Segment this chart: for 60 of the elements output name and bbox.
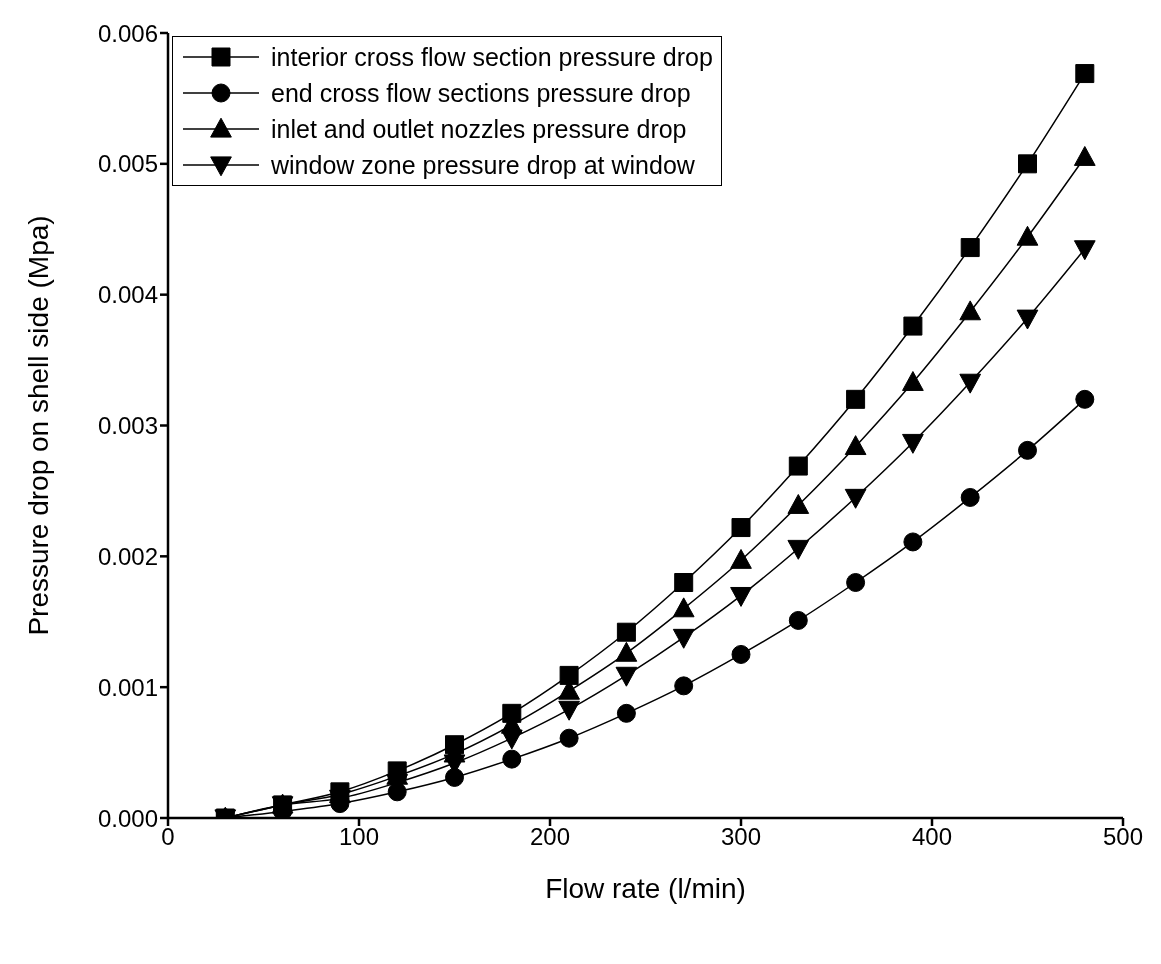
point xyxy=(1016,309,1039,330)
y-tick-label: 0.001 xyxy=(97,673,158,701)
x-tick-label: 200 xyxy=(529,823,571,851)
point xyxy=(959,373,982,394)
point xyxy=(1073,240,1096,261)
y-tick-label: 0.003 xyxy=(97,412,158,440)
y-tick-label: 0.005 xyxy=(97,150,158,178)
point xyxy=(787,539,810,560)
point xyxy=(846,573,866,592)
point xyxy=(674,676,694,696)
point xyxy=(730,548,752,569)
x-tick-label: 400 xyxy=(911,823,953,851)
point xyxy=(846,389,866,409)
point xyxy=(672,597,695,618)
point xyxy=(1018,440,1037,460)
x-axis-title: Flow rate (l/min) xyxy=(545,873,746,904)
point xyxy=(615,641,638,662)
point xyxy=(1018,154,1037,174)
point xyxy=(959,300,982,321)
point xyxy=(903,316,923,336)
legend-label: interior cross flow section pressure drop xyxy=(271,42,713,72)
point xyxy=(787,494,810,514)
point xyxy=(674,573,694,592)
point xyxy=(1016,225,1039,246)
point xyxy=(672,628,695,649)
point xyxy=(730,586,752,607)
legend-label: inlet and outlet nozzles pressure drop xyxy=(271,114,687,144)
x-tick-label: 500 xyxy=(1102,823,1144,851)
point xyxy=(502,749,522,769)
point xyxy=(903,532,923,552)
point xyxy=(616,703,636,723)
point xyxy=(1075,64,1095,84)
point xyxy=(902,371,924,391)
legend-label: end cross flow sections pressure drop xyxy=(271,78,691,108)
point xyxy=(844,488,867,509)
point xyxy=(788,610,808,630)
point xyxy=(844,435,867,456)
point xyxy=(559,665,579,685)
point xyxy=(902,433,924,454)
y-tick-label: 0.000 xyxy=(97,804,158,832)
point xyxy=(731,644,751,664)
point xyxy=(731,518,751,538)
point xyxy=(788,456,808,476)
point xyxy=(500,729,523,750)
point xyxy=(1075,389,1095,409)
x-tick-label: 100 xyxy=(338,823,380,851)
x-tick-label: 0 xyxy=(161,823,175,851)
point xyxy=(960,487,980,507)
x-tick-label: 300 xyxy=(720,823,762,851)
point xyxy=(616,622,636,642)
legend-label: window zone pressure drop at window xyxy=(271,150,695,180)
y-axis-title: Pressure drop on shell side (Mpa) xyxy=(22,215,54,636)
y-tick-label: 0.002 xyxy=(97,542,158,570)
point xyxy=(558,700,580,721)
point xyxy=(1073,145,1096,166)
y-tick-label: 0.004 xyxy=(97,281,158,309)
point xyxy=(615,666,638,687)
point xyxy=(960,238,980,258)
y-tick-label: 0.006 xyxy=(97,19,158,47)
point xyxy=(559,728,579,748)
